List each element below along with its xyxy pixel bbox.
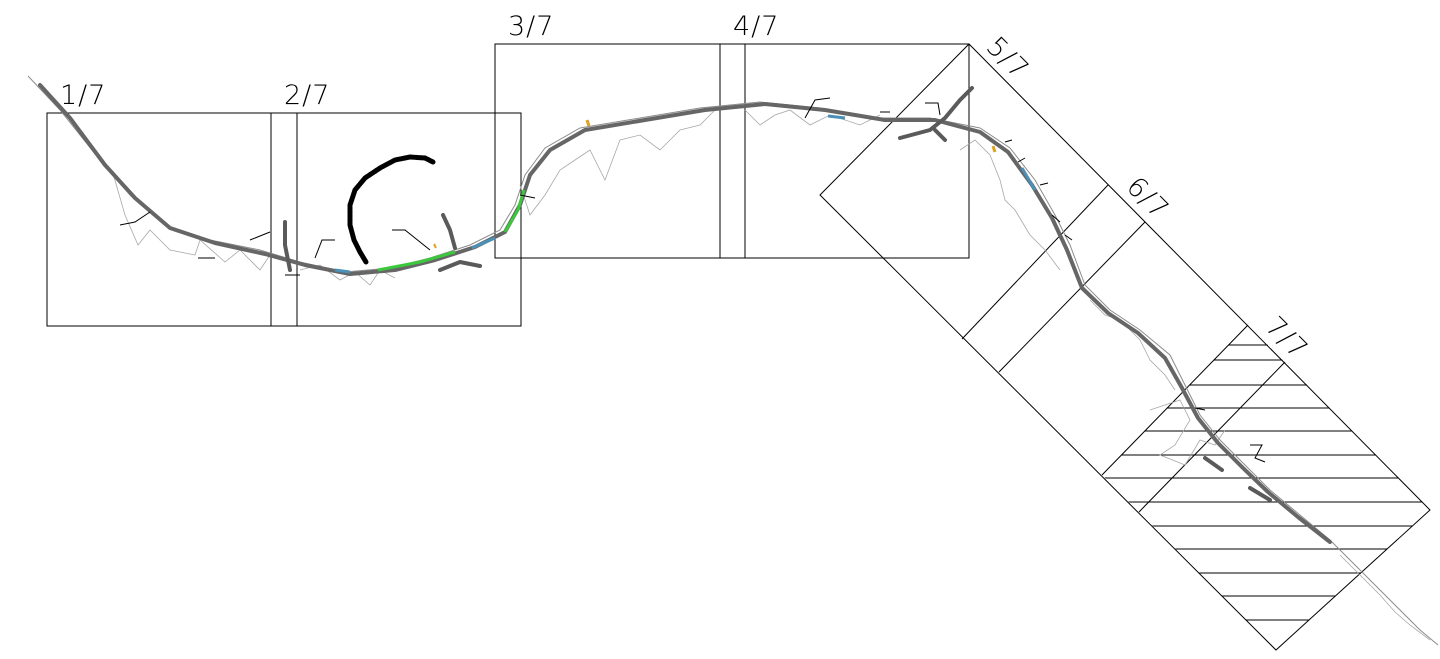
branch-roads xyxy=(283,86,1272,502)
sheet-label-7[interactable]: 7/7 xyxy=(1259,311,1314,366)
sheet-labels: 1/7 2/7 3/7 4/7 5/7 6/7 7/7 xyxy=(60,11,1314,366)
blue-segment-1 xyxy=(471,236,496,250)
sheet-frame-1-2[interactable] xyxy=(46,112,522,327)
sheet-overlap-1-2 xyxy=(270,112,298,327)
sheet-frame-3-4[interactable] xyxy=(494,43,970,259)
green-segment-2 xyxy=(503,189,526,233)
sheet-divider-5-6a xyxy=(961,184,1109,340)
blue-segment-2 xyxy=(334,268,351,274)
terrain-outlines xyxy=(111,109,1431,641)
sheet-label-2[interactable]: 2/7 xyxy=(284,80,330,111)
sheet-label-4[interactable]: 4/7 xyxy=(733,11,779,42)
blue-segment-4 xyxy=(827,114,846,120)
sheet-frames xyxy=(46,43,1431,651)
section-ticks xyxy=(119,97,1266,463)
sheet-label-1[interactable]: 1/7 xyxy=(60,80,106,111)
sheet-label-6[interactable]: 6/7 xyxy=(1120,171,1175,226)
orange-marker-3 xyxy=(433,243,437,249)
blue-segment-3 xyxy=(1020,167,1037,191)
sheet-divider-6-7 xyxy=(1101,324,1249,476)
orange-marker-2 xyxy=(991,145,997,153)
sheet-label-3[interactable]: 3/7 xyxy=(508,11,554,42)
sheet-frame-5-7[interactable] xyxy=(819,43,1431,651)
main-route xyxy=(27,75,1439,646)
sheet-divider-5-6b xyxy=(998,221,1146,373)
black-loop-road xyxy=(347,154,436,265)
orange-marker-1 xyxy=(585,119,591,127)
green-segment-1 xyxy=(377,250,456,272)
sheet-overlap-3-4 xyxy=(719,43,746,259)
sheet-label-5[interactable]: 5/7 xyxy=(980,31,1035,86)
